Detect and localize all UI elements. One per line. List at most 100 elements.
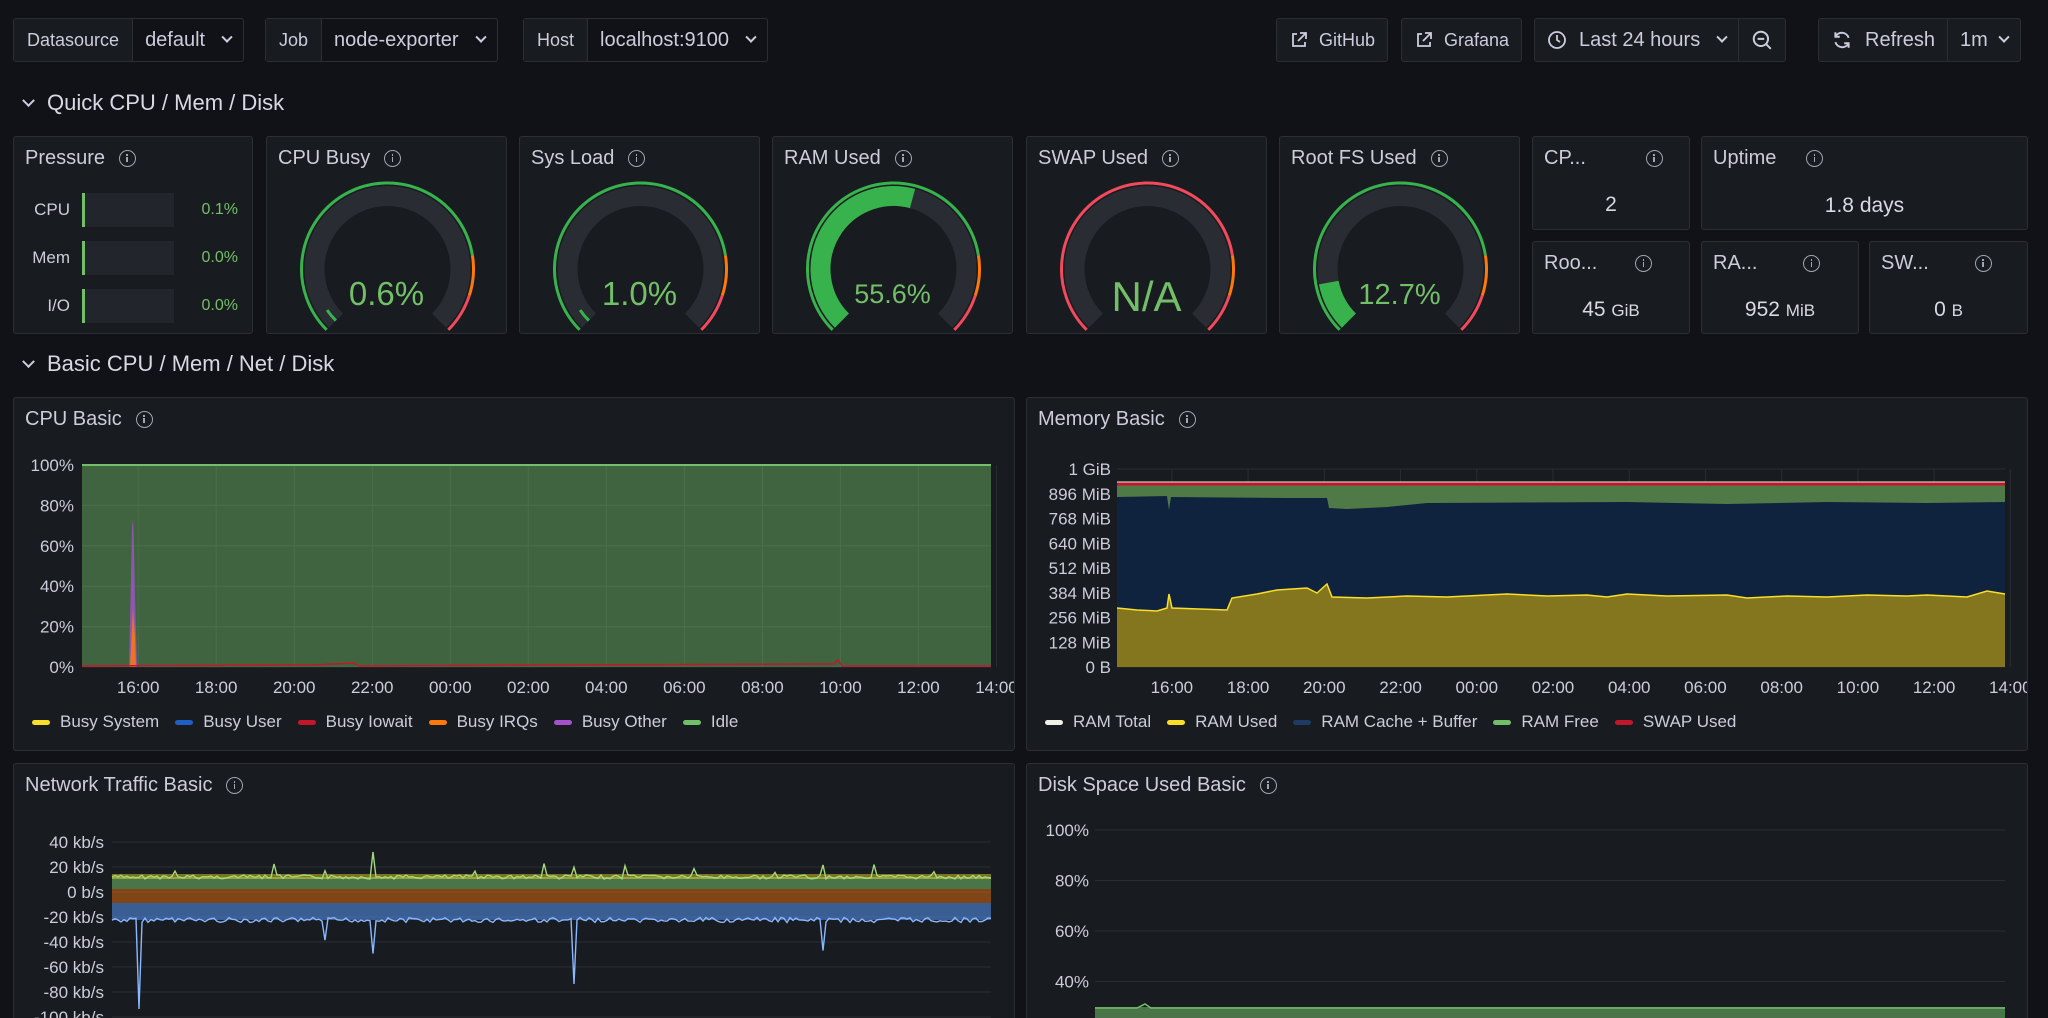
y-tick-label: 60% — [1055, 922, 1089, 941]
gauge-value: 0.6% — [267, 275, 506, 313]
info-icon[interactable] — [1635, 255, 1652, 272]
chevron-down-icon — [475, 32, 486, 43]
refresh-icon — [1831, 29, 1853, 51]
y-tick-label: 0% — [49, 658, 74, 677]
legend-item[interactable]: Busy User — [175, 712, 281, 732]
refresh-interval-dropdown[interactable]: 1m — [1947, 19, 2020, 61]
tx-line — [112, 918, 991, 1010]
chevron-down-icon — [1717, 32, 1728, 43]
legend-item[interactable]: SWAP Used — [1615, 712, 1737, 732]
x-tick-label: 14:00 — [975, 678, 1015, 697]
pressure-value: 0.0% — [202, 297, 238, 315]
legend-swatch — [1167, 720, 1185, 725]
y-tick-label: 128 MiB — [1049, 633, 1111, 652]
y-tick-label: 60% — [40, 537, 74, 556]
grafana-link-button[interactable]: Grafana — [1401, 18, 1522, 62]
pressure-name: CPU — [24, 200, 70, 220]
legend-item[interactable]: Busy Other — [554, 712, 667, 732]
chevron-down-icon — [22, 94, 35, 107]
gauge-value: 1.0% — [520, 275, 759, 313]
y-tick-label: 40% — [1055, 973, 1089, 992]
legend-item[interactable]: Busy System — [32, 712, 159, 732]
pressure-bar — [82, 241, 174, 275]
x-tick-label: 06:00 — [1684, 678, 1727, 697]
network-traffic-chart[interactable]: 40 kb/s 20 kb/s 0 b/s -20 kb/s -40 kb/s -60 k… — [14, 764, 1015, 1018]
info-icon[interactable] — [1806, 150, 1823, 167]
panel-title-text: RA... — [1713, 252, 1757, 275]
swap-used-panel: SWAP Used N/A — [1026, 136, 1267, 334]
panel-title-text: Roo... — [1544, 252, 1597, 275]
cpu-basic-chart[interactable]: 100% 80% 60% 40% 20% 0% 16:00 18:00 20:00 22:00 0… — [14, 398, 1015, 751]
x-tick-label: 20:00 — [273, 678, 316, 697]
datasource-variable[interactable]: Datasource default — [13, 18, 244, 62]
legend-swatch — [554, 720, 572, 725]
legend-item[interactable]: RAM Used — [1167, 712, 1277, 732]
x-tick-label: 08:00 — [741, 678, 784, 697]
legend-label: Idle — [711, 712, 738, 732]
memory-basic-panel: Memory Basic 1 GiB 896 MiB 768 MiB 640 MiB 5… — [1026, 397, 2028, 751]
y-tick-label: 384 MiB — [1049, 584, 1111, 603]
x-tick-label: 14:00 — [1989, 678, 2028, 697]
y-tick-label: 1 GiB — [1068, 460, 1111, 479]
legend-item[interactable]: Busy Iowait — [298, 712, 413, 732]
refresh-label: Refresh — [1865, 29, 1935, 52]
zoom-out-button[interactable] — [1738, 19, 1785, 61]
legend-item[interactable]: RAM Cache + Buffer — [1293, 712, 1477, 732]
memory-basic-chart[interactable]: 1 GiB 896 MiB 768 MiB 640 MiB 512 MiB 384 MiB… — [1027, 398, 2028, 751]
info-icon[interactable] — [1975, 255, 1992, 272]
host-variable[interactable]: Host localhost:9100 — [523, 18, 768, 62]
grafana-label: Grafana — [1444, 30, 1509, 51]
x-tick-label: 10:00 — [1837, 678, 1880, 697]
row-basic-cpu-mem-net-disk[interactable]: Basic CPU / Mem / Net / Disk — [24, 351, 334, 377]
job-value[interactable]: node-exporter — [334, 29, 459, 52]
disk-used-line — [1095, 1004, 2005, 1008]
pressure-bar — [82, 289, 174, 323]
time-range-button[interactable]: Last 24 hours — [1535, 19, 1738, 61]
datasource-value[interactable]: default — [145, 29, 205, 52]
info-icon[interactable] — [1803, 255, 1820, 272]
legend-item[interactable]: Idle — [683, 712, 738, 732]
stat-value: 952 MiB — [1702, 298, 1858, 322]
refresh-button[interactable]: Refresh — [1819, 19, 1947, 61]
y-tick-label: -80 kb/s — [44, 983, 104, 1002]
stat-value: 1.8 days — [1702, 194, 2027, 218]
tx-area-orange — [112, 889, 991, 903]
legend-label: Busy User — [203, 712, 281, 732]
x-tick-label: 02:00 — [507, 678, 550, 697]
gauge-value: 55.6% — [773, 279, 1012, 310]
row-quick-cpu-mem-disk[interactable]: Quick CPU / Mem / Disk — [24, 90, 284, 116]
job-variable[interactable]: Job node-exporter — [265, 18, 498, 62]
legend-item[interactable]: RAM Total — [1045, 712, 1151, 732]
legend-label: RAM Total — [1073, 712, 1151, 732]
info-icon[interactable] — [1646, 150, 1663, 167]
job-label: Job — [266, 19, 322, 61]
y-tick-label: 20 kb/s — [49, 858, 104, 877]
legend-label: RAM Cache + Buffer — [1321, 712, 1477, 732]
x-tick-label: 02:00 — [1532, 678, 1575, 697]
stat-unit: B — [1952, 301, 1963, 320]
gauge-value: N/A — [1027, 273, 1266, 321]
legend-swatch — [683, 720, 701, 725]
github-link-button[interactable]: GitHub — [1276, 18, 1388, 62]
panel-title-text: SW... — [1881, 252, 1929, 275]
x-tick-label: 16:00 — [117, 678, 160, 697]
pressure-name: I/O — [24, 296, 70, 316]
legend-item[interactable]: RAM Free — [1493, 712, 1598, 732]
cpu-basic-panel: CPU Basic 100% 80% 60% 40% 20% 0% 16:00 18:00 2… — [13, 397, 1015, 751]
y-tick-label: -20 kb/s — [44, 908, 104, 927]
external-link-icon — [1414, 30, 1434, 50]
stat-value: 45 GiB — [1533, 298, 1689, 322]
y-tick-label: 80% — [40, 496, 74, 515]
legend-swatch — [175, 720, 193, 725]
disk-space-chart[interactable]: 100%80%60%40%20% — [1027, 764, 2028, 1018]
host-value[interactable]: localhost:9100 — [600, 29, 729, 52]
panel-title: Pressure — [25, 147, 136, 170]
stat-unit: MiB — [1786, 301, 1815, 320]
time-range-label: Last 24 hours — [1579, 29, 1700, 52]
pressure-name: Mem — [24, 248, 70, 268]
panel-title-text: Uptime — [1713, 147, 1776, 170]
info-icon[interactable] — [119, 150, 136, 167]
tx-area-blue — [112, 903, 991, 920]
legend-item[interactable]: Busy IRQs — [429, 712, 538, 732]
idle-area — [82, 465, 991, 667]
